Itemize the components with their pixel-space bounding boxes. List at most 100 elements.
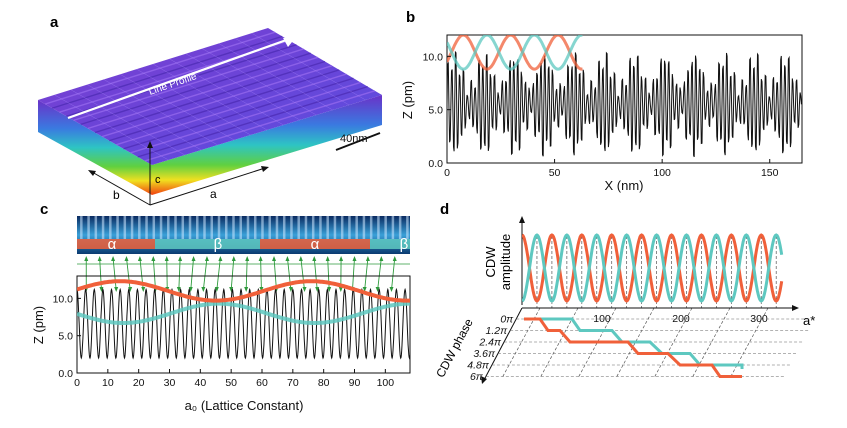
panel-d-phase-axis (483, 307, 523, 381)
scale-bar (335, 132, 381, 151)
d-guide-diagonal (691, 307, 731, 379)
stm-atom-row (304, 216, 308, 239)
lattice-link-head (151, 256, 156, 261)
stm-atom-row (87, 216, 90, 239)
axis-a-label: a (210, 187, 217, 201)
d-guide-diagonal (539, 307, 579, 379)
stm-atom-row (239, 216, 242, 239)
c-xtick-label: 50 (225, 377, 237, 389)
stm-atom-row (159, 216, 163, 239)
amplitude-label-line2: amplitude (498, 234, 513, 290)
lattice-link (377, 257, 382, 291)
stm-atom-row (355, 216, 358, 239)
stm-atom-row (297, 216, 300, 239)
lattice-link-head (128, 287, 133, 292)
lattice-link-head (339, 256, 344, 261)
lattice-link (352, 257, 355, 291)
lattice-link-head (365, 256, 370, 261)
d-phase-tick: 1.2π (485, 325, 508, 337)
domain-label-4: β (400, 236, 409, 253)
c-xtick-label: 100 (377, 377, 395, 389)
c-ytick-label: 0.0 (58, 368, 73, 380)
line-profile-arrow (67, 36, 293, 120)
stm-atom-row (246, 216, 250, 239)
stm-atom-row (145, 216, 148, 239)
stm-atom-row (174, 216, 177, 239)
d-guide-diagonal (653, 307, 693, 379)
stm-atom-row (311, 216, 315, 239)
panel-b-label: b (406, 9, 415, 26)
stm-atom-row (340, 216, 344, 239)
lattice-link-head (188, 287, 193, 292)
c-xtick-label: 10 (102, 377, 114, 389)
lattice-link-head (114, 287, 119, 292)
c-xtick-label: 40 (194, 377, 206, 389)
surface-grid-line (251, 32, 366, 101)
lattice-link (391, 257, 396, 291)
panel-c-ylabel: Z (pm) (31, 306, 46, 344)
domain-label-3: α (311, 236, 320, 253)
panel-c-topography-trace (77, 287, 410, 360)
b-xtick-label: 100 (653, 167, 671, 179)
lattice-link (245, 257, 248, 291)
surface-grid-line (185, 53, 300, 121)
lattice-link (260, 257, 262, 291)
surface-grid-line (218, 43, 333, 111)
axis-b (91, 171, 151, 206)
lattice-link-head (392, 256, 397, 261)
stm-atom-row (333, 216, 337, 239)
stm-atom-row (116, 216, 119, 239)
scale-bar-label: 40nm (340, 133, 368, 145)
stm-atom-row (319, 216, 322, 239)
lattice-link (112, 257, 117, 291)
b-ytick-label: 0.0 (428, 158, 443, 170)
stm-atom-row (232, 216, 235, 239)
stm-atom-row (130, 216, 134, 239)
lattice-link-head (111, 256, 116, 261)
surface-grid-line (103, 79, 218, 146)
lattice-link (313, 257, 318, 291)
domain-label-1: α (108, 236, 117, 253)
axis-c-label: c (155, 174, 161, 186)
panel-c-x-ticks: 0 10 20 30 40 50 60 70 80 90 100 (74, 369, 394, 389)
lattice-link (190, 257, 194, 291)
astar-label: a* (803, 313, 815, 328)
lattice-link-head (218, 256, 223, 261)
lattice-link (152, 257, 156, 291)
panel-b-x-ticks: 0 50 100 150 (444, 159, 779, 179)
d-phase-tick: 4.8π (467, 360, 490, 372)
stm-atom-row (275, 216, 279, 239)
domain-label-2: β (214, 236, 223, 253)
lattice-link-head (285, 256, 290, 261)
lattice-link-head (214, 287, 219, 292)
b-xtick-label: 0 (444, 167, 450, 179)
lattice-link (327, 257, 330, 291)
panel-d-beta-wave (522, 233, 784, 303)
stm-image-rows (80, 216, 409, 239)
stm-atom-row (398, 216, 402, 239)
b-ytick-label: 5.0 (428, 105, 443, 117)
lattice-link (230, 257, 235, 291)
lattice-link-head (315, 287, 320, 292)
stm-atom-row (362, 216, 366, 239)
lattice-link-head (258, 256, 263, 261)
domain-alpha-bar-2 (260, 239, 370, 249)
panel-c: c α β α β 0 10 20 30 40 50 60 70 80 90 100 0.0 5.0 1… (31, 201, 411, 413)
panel-b-cdw-beta-curve (447, 35, 583, 71)
stm-atom-row (406, 216, 409, 239)
panel-b-y-ticks: 0.0 5.0 10.0 (423, 51, 451, 170)
lattice-link-head (338, 287, 343, 292)
stm-atom-row (290, 216, 293, 239)
c-ytick-label: 5.0 (58, 331, 73, 343)
surface-grid-line (235, 38, 350, 106)
stm-atom-row (203, 216, 206, 239)
lattice-link (166, 257, 168, 291)
line-profile-arrowhead (283, 37, 296, 47)
panel-c-cdw-beta-curve (77, 301, 410, 325)
domain-beta-bar-1 (155, 239, 260, 249)
c-ytick-label: 10.0 (53, 293, 74, 305)
panel-a: a Line Profile 40nm c b a (38, 14, 382, 206)
lattice-link-head (204, 256, 209, 261)
